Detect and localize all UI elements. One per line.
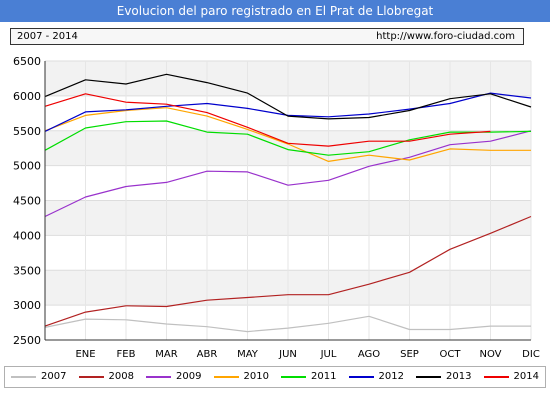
y-tick-label: 6500	[13, 55, 41, 68]
series-line-2013	[44, 73, 532, 120]
legend-item-2013: 2013	[416, 367, 480, 387]
legend-item-2007: 2007	[11, 367, 75, 387]
x-tick-label: JUL	[320, 349, 337, 360]
y-tick-label: 3000	[13, 299, 41, 312]
y-tick-label: 4500	[13, 195, 41, 208]
x-tick-label: MAR	[155, 349, 177, 360]
legend-swatch	[281, 376, 306, 378]
legend-swatch	[416, 376, 441, 378]
source-url: http://www.foro-ciudad.com	[376, 31, 515, 42]
line-chart: 2500 3000 3500 4000 4500 5000 5500 6000 6500 ENE F…	[13, 55, 540, 360]
series-line-2008	[44, 215, 532, 327]
x-tick-label: AGO	[358, 349, 380, 360]
x-tick-label: FEB	[117, 349, 136, 360]
legend-swatch	[348, 376, 374, 378]
legend-swatch	[213, 376, 239, 378]
x-tick-label: ENE	[75, 349, 95, 360]
legend-label: 2014	[513, 371, 539, 382]
chart-legend: 2007 2008 2009 2010 2011 2012 2013 2014	[4, 366, 546, 388]
info-box: 2007 - 2014 http://www.foro-ciudad.com	[10, 28, 524, 45]
series-line-2007	[44, 315, 531, 333]
y-tick-label: 3500	[13, 264, 41, 277]
x-tick-label: OCT	[440, 349, 462, 360]
series-line-2011	[44, 120, 532, 156]
y-tick-label: 5000	[13, 160, 41, 173]
legend-label: 2011	[311, 371, 337, 382]
legend-item-2009: 2009	[146, 367, 210, 387]
legend-swatch	[78, 376, 104, 378]
x-tick-label: NOV	[479, 349, 501, 360]
legend-swatch	[146, 376, 171, 378]
legend-item-2012: 2012	[348, 367, 413, 387]
legend-label: 2007	[41, 371, 67, 382]
legend-item-2011: 2011	[281, 367, 345, 387]
legend-item-2008: 2008	[78, 367, 143, 387]
legend-item-2014: 2014	[483, 367, 548, 387]
series-line-2010	[44, 107, 531, 162]
y-tick-label: 2500	[13, 334, 41, 347]
legend-label: 2013	[446, 371, 472, 382]
series-line-2012	[44, 92, 532, 132]
legend-label: 2010	[243, 371, 269, 382]
y-tick-label: 6000	[13, 90, 41, 103]
x-tick-label: MAY	[237, 349, 259, 360]
period-label: 2007 - 2014	[17, 31, 78, 42]
x-tick-label: JUN	[278, 349, 297, 360]
legend-item-2010: 2010	[213, 367, 278, 387]
legend-label: 2008	[108, 371, 134, 382]
legend-swatch	[483, 376, 509, 378]
series-line-2009	[44, 130, 532, 218]
y-tick-label: 4000	[13, 229, 41, 242]
y-tick-label: 5500	[13, 125, 41, 138]
legend-swatch	[11, 376, 36, 378]
chart-title: Evolucion del paro registrado en El Prat…	[0, 0, 550, 22]
x-tick-label: DIC	[522, 349, 540, 360]
x-tick-label: ABR	[197, 349, 218, 360]
x-tick-label: SEP	[400, 349, 419, 360]
series-line-2014	[44, 93, 491, 147]
legend-label: 2009	[176, 371, 202, 382]
legend-label: 2012	[378, 371, 404, 382]
